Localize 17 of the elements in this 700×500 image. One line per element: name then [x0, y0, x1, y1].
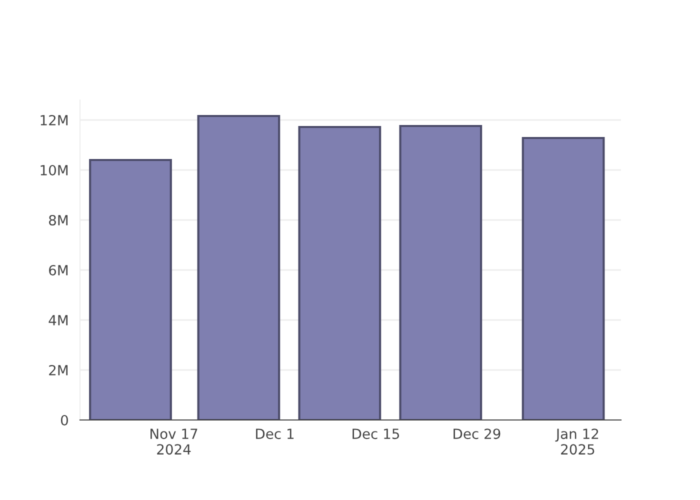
x-tick-label: Dec 29 — [454, 428, 500, 440]
bar — [298, 126, 382, 420]
y-tick-label: 4M — [48, 315, 68, 326]
y-tick-label: 6M — [49, 264, 68, 276]
bar — [89, 158, 172, 420]
y-tick-label: 2M — [49, 364, 68, 376]
y-tick-label: 12M — [40, 114, 68, 126]
bar — [197, 114, 280, 420]
y-tick-label: 10M — [40, 164, 68, 176]
x-tick-label: Jan 12 2025 — [555, 428, 598, 455]
bar — [522, 136, 605, 420]
y-tick-label: 8M — [49, 214, 68, 226]
x-tick-label: Dec 1 — [256, 428, 294, 440]
bar — [399, 124, 482, 420]
x-tick-label: Dec 15 — [352, 428, 400, 440]
y-tick-label: 0 — [60, 414, 68, 426]
x-tick-label: Nov 17 2024 — [150, 428, 198, 455]
